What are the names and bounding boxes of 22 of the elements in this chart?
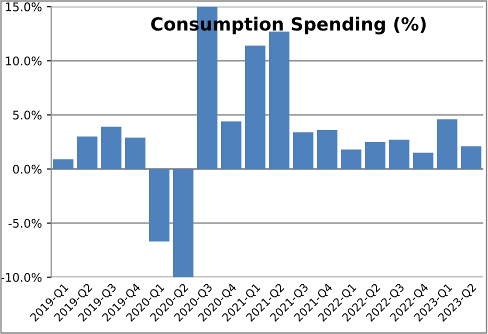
bar [149, 169, 170, 242]
bar [220, 121, 242, 170]
y-tick-label: 0.0% [13, 164, 42, 174]
bar [388, 140, 410, 170]
bar [173, 169, 194, 278]
y-tick-label: -10.0% [1, 272, 42, 282]
y-tick-label: -5.0% [8, 218, 42, 228]
bar [364, 142, 386, 170]
bar [125, 138, 146, 170]
bar [292, 132, 314, 170]
bar [436, 119, 458, 170]
y-tick-label: 15.0% [6, 2, 42, 12]
bar [340, 150, 362, 170]
bar [244, 46, 266, 170]
y-tick-label: 10.0% [6, 56, 42, 66]
bar [101, 126, 122, 170]
bar [412, 152, 434, 170]
y-tick-label: 5.0% [13, 110, 42, 120]
bar [53, 159, 74, 170]
bar [316, 130, 338, 170]
bar [77, 136, 98, 170]
bar [460, 146, 482, 170]
